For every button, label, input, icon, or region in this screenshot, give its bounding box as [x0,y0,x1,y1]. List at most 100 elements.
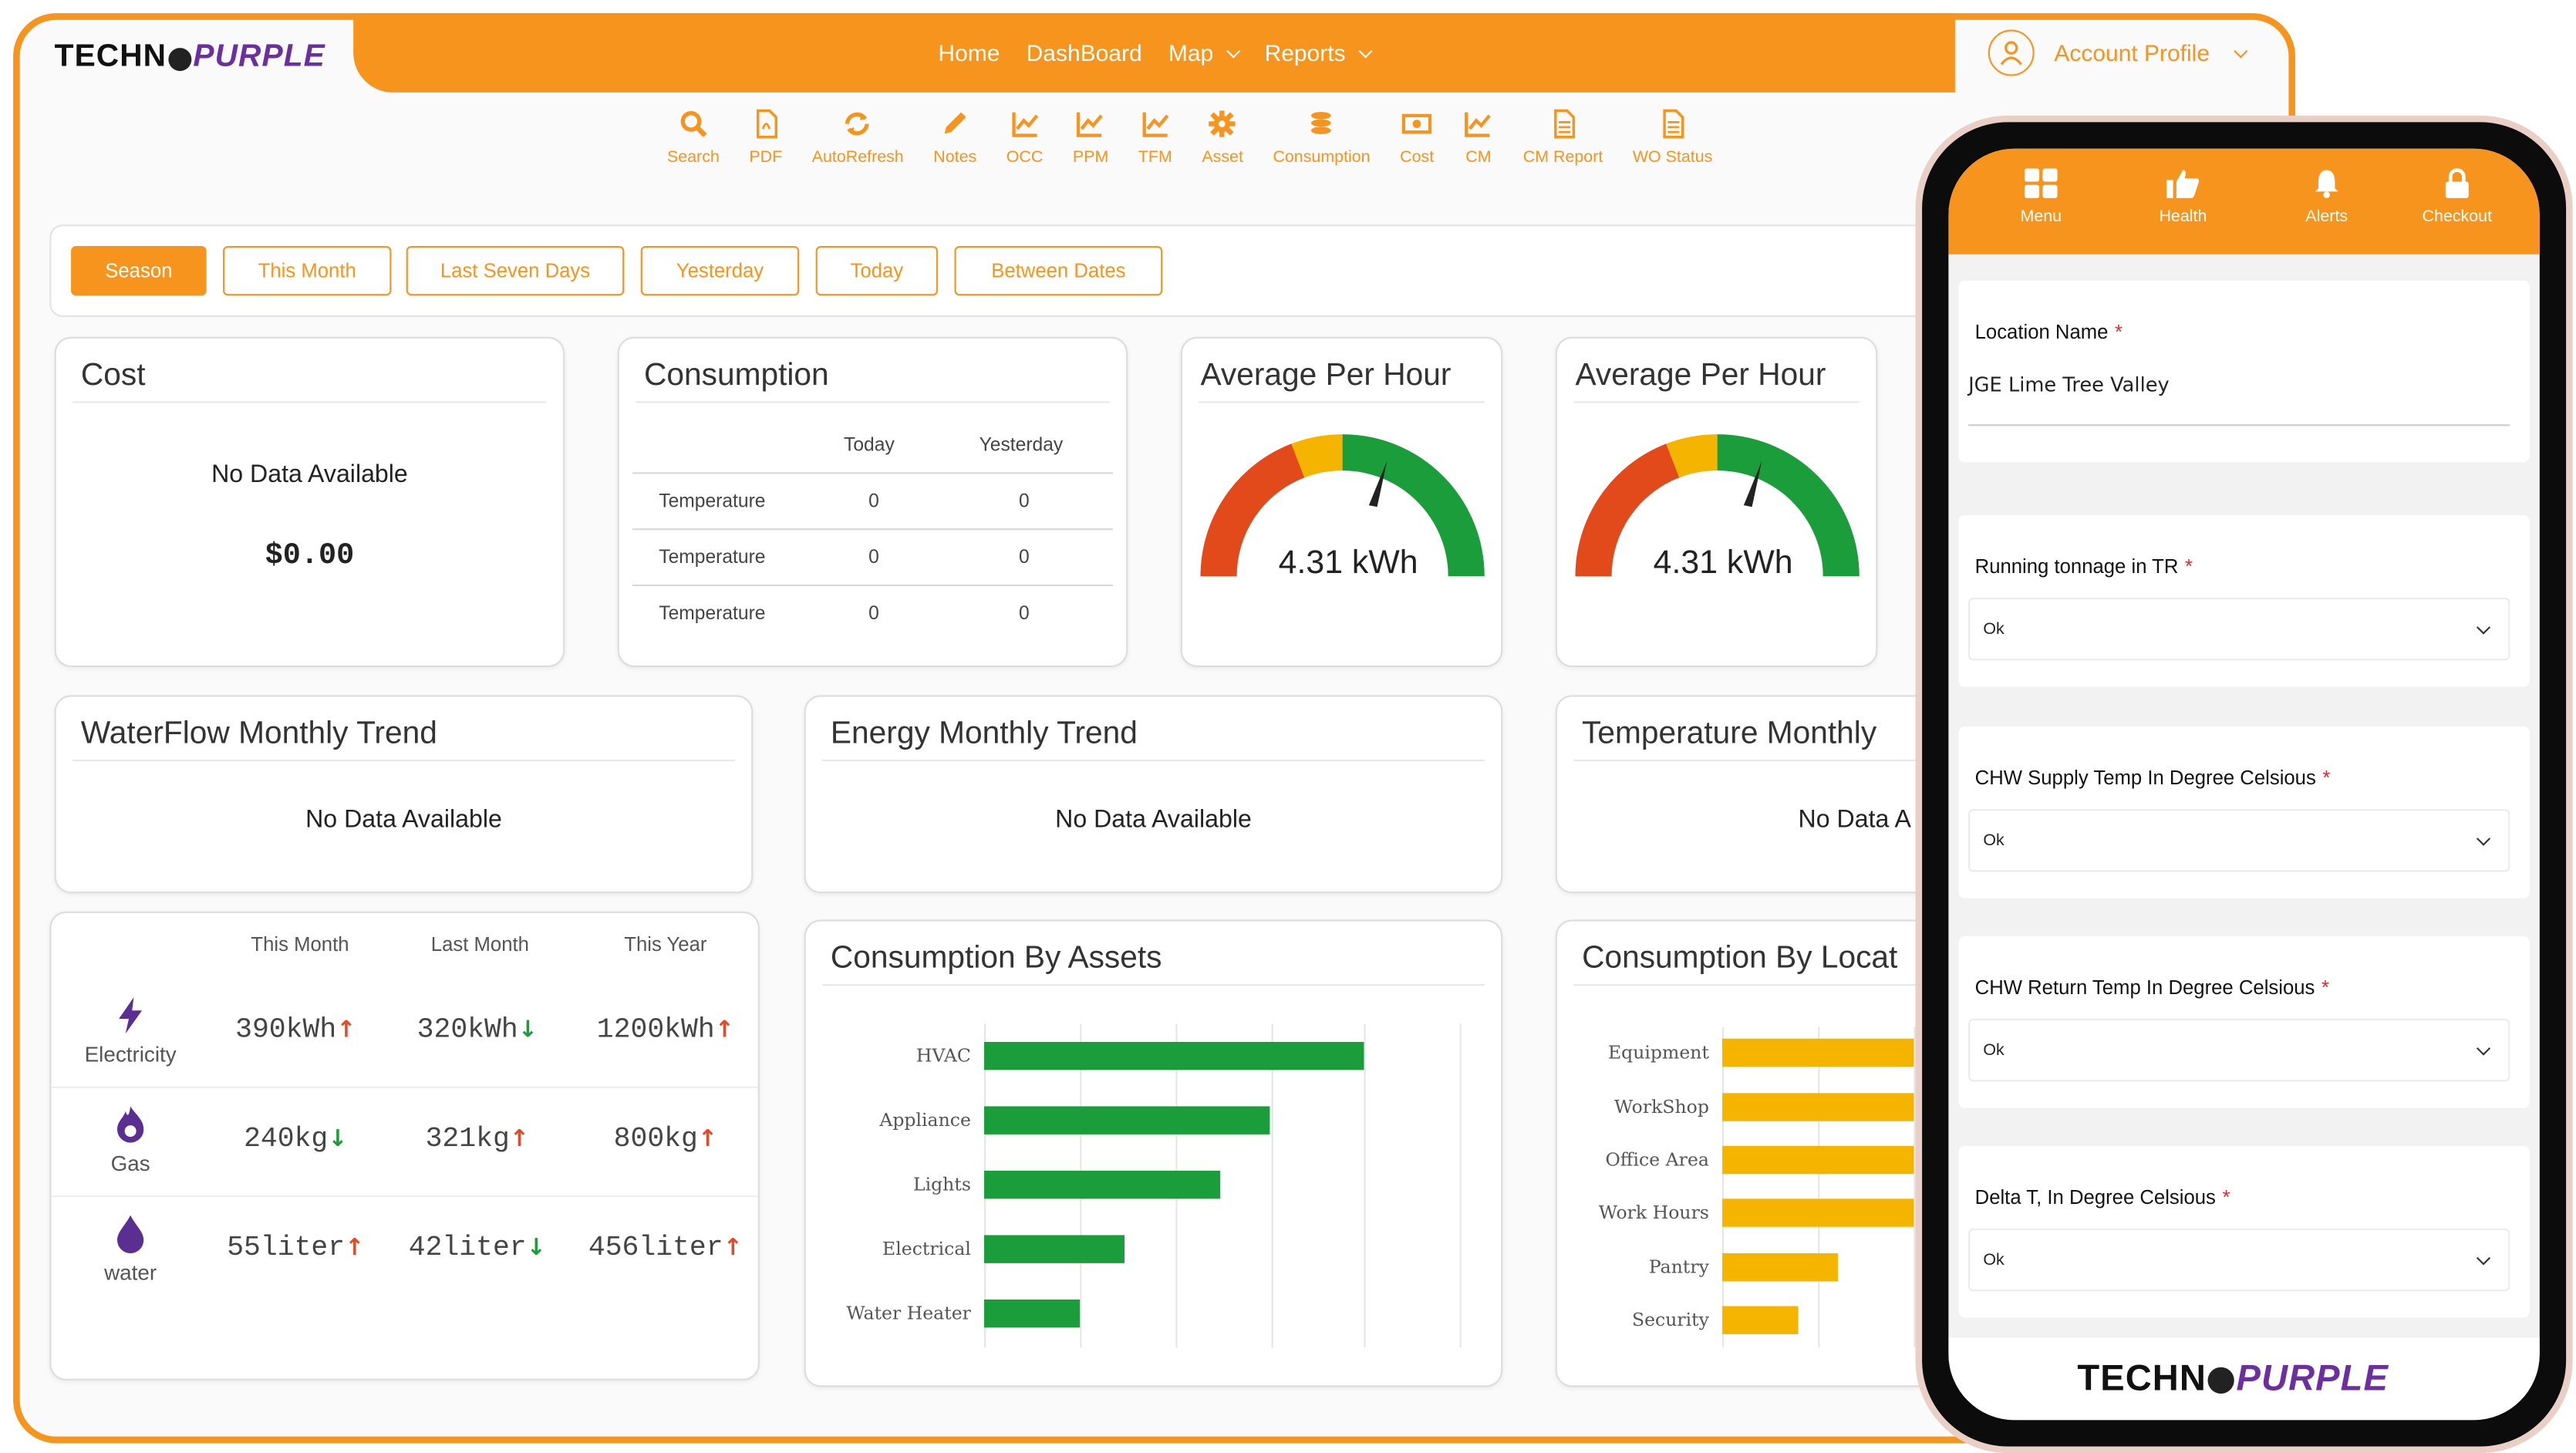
tool-pdf[interactable]: PDF [734,109,797,191]
gear-icon [1209,110,1236,137]
card-title: Average Per Hour [1200,358,1452,393]
bar[interactable] [984,1235,1125,1264]
card-title: Consumption [643,358,829,393]
gauge-chart [1575,434,1860,577]
mobile-tab-bar: Menu Health Alerts Checkout [1948,148,2540,255]
bar-label: Lights [912,1174,971,1196]
bar[interactable] [984,1106,1269,1134]
running-tonnage-select[interactable]: Ok [1968,598,2510,661]
trend-up-arrow: ↑ [509,1126,529,1153]
tab-alerts[interactable]: Alerts [2277,168,2375,226]
chart-gridline [1271,1023,1273,1348]
pencil-icon [945,112,967,134]
average-per-hour-card: Average Per Hour 4.31 kWh [1180,336,1503,667]
no-data-text: No Data Available [305,805,502,834]
tool-wo-status[interactable]: WO Status [1618,109,1728,191]
bar[interactable] [1722,1198,1914,1228]
tab-menu[interactable]: Menu [1991,168,2090,226]
bar[interactable] [1722,1039,1914,1067]
tool-cm-report[interactable]: CM Report [1509,109,1618,191]
table-row: Temperature 0 0 [632,474,1114,531]
tool-asset[interactable]: Asset [1187,109,1258,191]
nav-home[interactable]: Home [938,39,1000,66]
gauge-chart [1200,434,1485,577]
tool-occ[interactable]: OCC [991,109,1057,191]
bar[interactable] [984,1300,1080,1329]
thumbs-up-icon [2166,170,2200,198]
account-profile[interactable]: Account Profile [1988,29,2248,76]
bar[interactable] [1722,1306,1799,1334]
bar[interactable] [1722,1092,1914,1121]
chart-gridline [1722,1027,1725,1348]
chart-title: Consumption By Assets [830,941,1162,976]
bar-label: Pantry [1648,1256,1709,1278]
tool-notes[interactable]: Notes [919,109,991,191]
tool-cm[interactable]: CM [1448,109,1508,191]
stats-row: Electricity 390kWh↑ 320kWh↓ 1200kWh↑ [51,979,758,1088]
user-icon [1988,29,2035,76]
trend-up-arrow: ↑ [697,1126,717,1153]
trend-up-arrow: ↑ [723,1235,743,1262]
form-field-card: CHW Supply Temp In Degree Celsious * Ok [1958,726,2530,898]
form-field-card: CHW Return Temp In Degree Celsious * Ok [1958,936,2530,1108]
chw-supply-temp-select[interactable]: Ok [1968,809,2510,872]
filter-between-dates-button[interactable]: Between Dates [954,246,1163,296]
brand-logo[interactable]: TECHN PURPLE [54,39,325,75]
tool-autorefresh[interactable]: AutoRefresh [797,109,919,191]
coins-icon [1311,112,1332,134]
filter-this-month-button[interactable]: This Month [223,246,392,296]
date-filter-bar: Season This Month Last Seven Days Yester… [49,224,1998,318]
cost-card: Cost No Data Available $0.00 [54,336,565,667]
nav-reports[interactable]: Reports [1265,39,1373,66]
mobile-screen: Menu Health Alerts Checkout Location Nam… [1948,148,2540,1421]
no-data-text: No Data Available [1055,805,1252,834]
bar[interactable] [1722,1145,1914,1174]
bar[interactable] [984,1170,1220,1199]
trend-down-arrow: ↓ [518,1016,538,1044]
filter-last-seven-days-button[interactable]: Last Seven Days [406,246,625,296]
tab-health[interactable]: Health [2133,168,2232,226]
bar-label: Office Area [1605,1148,1709,1171]
pdf-icon [756,109,777,139]
chw-return-temp-select[interactable]: Ok [1968,1018,2510,1082]
bar-label: Electrical [882,1239,971,1260]
nav-map[interactable]: Map [1168,39,1240,66]
lightning-icon [119,997,143,1034]
table-row: Temperature 0 0 [659,604,1030,625]
trend-up-arrow: ↑ [714,1016,734,1044]
tool-tfm[interactable]: TFM [1124,109,1188,191]
chevron-down-icon [1226,43,1240,58]
cost-amount: $0.00 [265,540,355,573]
chart-icon [1141,112,1168,137]
mobile-device: Menu Health Alerts Checkout Location Nam… [1915,115,2573,1453]
brand-logo: TECHN PURPLE [2077,1357,2389,1399]
tool-search[interactable]: Search [652,109,734,191]
tool-ppm[interactable]: PPM [1058,109,1124,191]
search-icon [680,110,707,137]
chart-gridline [1913,1027,1916,1348]
toolbar: Search PDF AutoRefresh Notes OCC PPM TFM… [652,109,1728,191]
consumption-card: Consumption Today Yesterday Temperature … [617,336,1128,667]
tool-consumption[interactable]: Consumption [1258,109,1385,191]
chevron-down-icon [2476,620,2491,635]
consumption-table: Today Yesterday Temperature 0 0 Temperat… [632,418,1114,649]
bar[interactable] [1722,1252,1838,1281]
card-title: Average Per Hour [1575,358,1826,393]
mobile-footer: TECHN PURPLE [1948,1337,2540,1421]
money-icon [1401,113,1432,134]
filter-season-button[interactable]: Season [71,246,207,296]
filter-today-button[interactable]: Today [815,246,939,296]
top-nav-bar: Home DashBoard Map Reports [353,13,1955,93]
nav-dashboard[interactable]: DashBoard [1026,39,1142,66]
card-title: Energy Monthly Trend [830,716,1138,752]
globe-icon [168,48,192,72]
tab-checkout[interactable]: Checkout [2408,168,2507,226]
table-row: Temperature 0 0 [632,530,1114,587]
trend-down-arrow: ↓ [328,1126,348,1153]
filter-yesterday-button[interactable]: Yesterday [640,246,800,296]
delta-t-select[interactable]: Ok [1968,1228,2510,1292]
grid-icon [2024,168,2058,198]
tool-cost[interactable]: Cost [1385,109,1449,191]
bar[interactable] [984,1041,1365,1070]
location-name-input[interactable]: JGE Lime Tree Valley [1968,373,2510,426]
